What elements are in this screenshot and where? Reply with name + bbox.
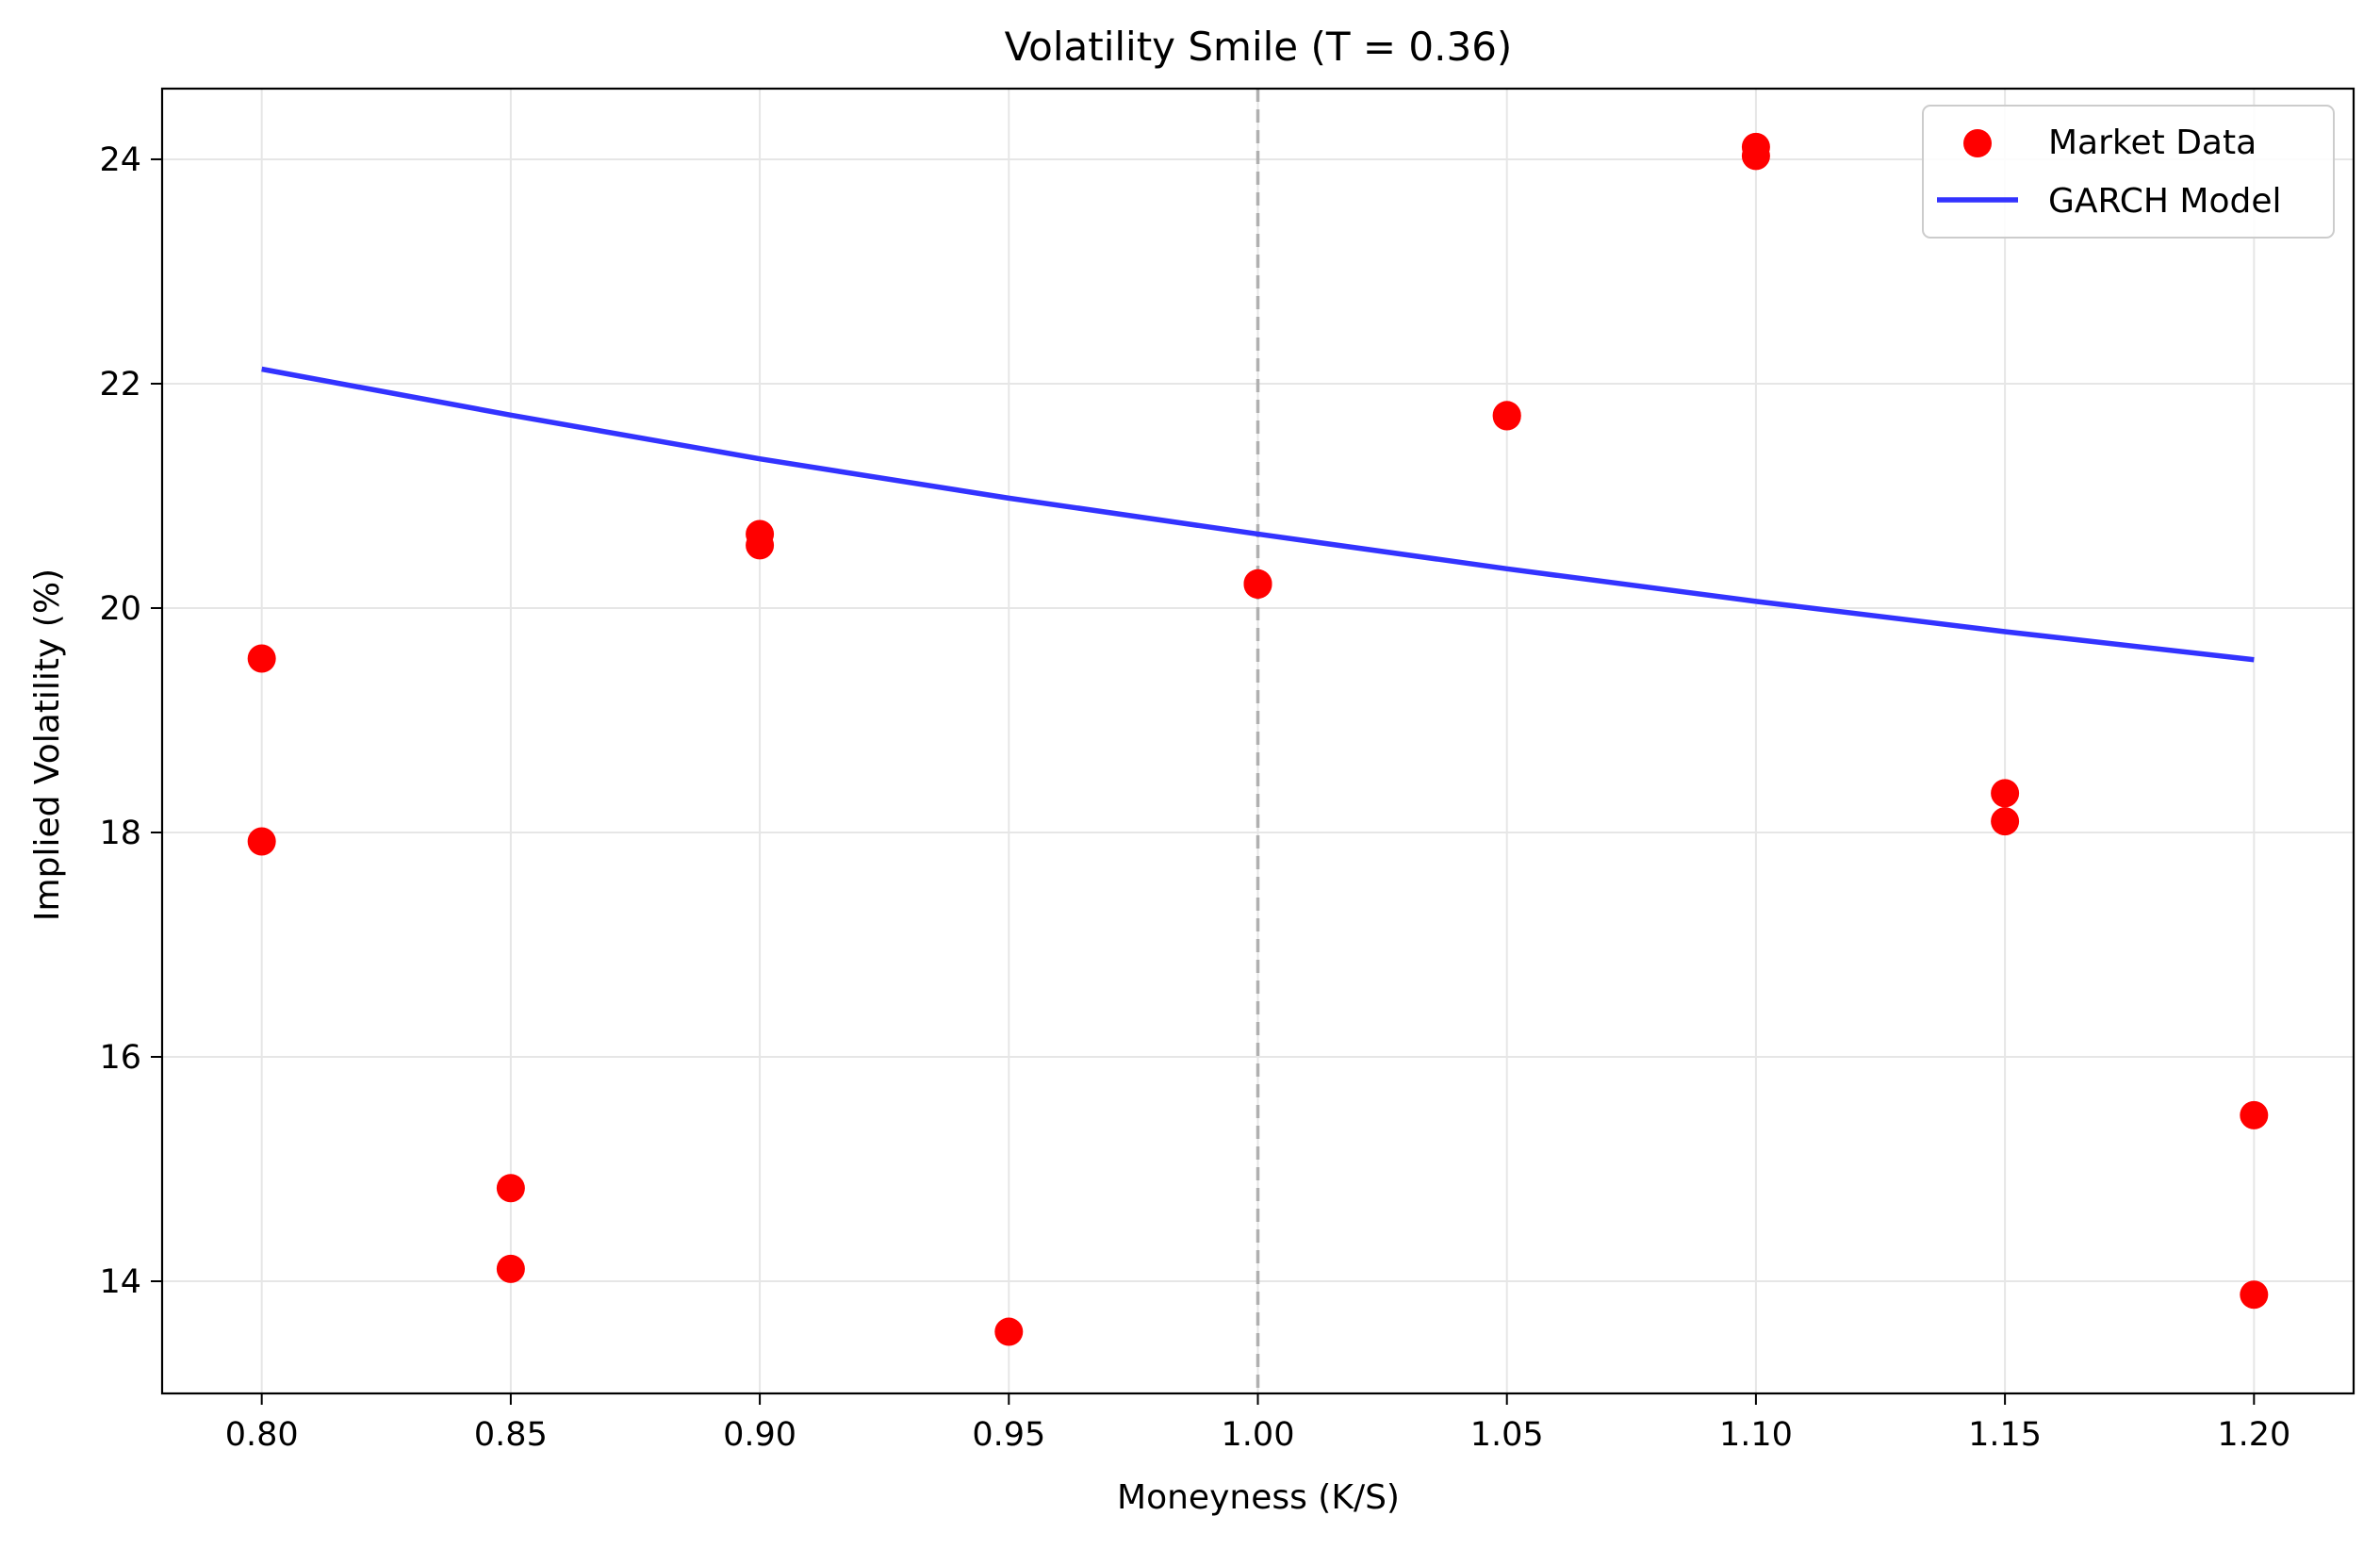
chart-title: Volatility Smile (T = 0.36) xyxy=(1005,24,1513,70)
market-data-point xyxy=(2240,1100,2269,1129)
series-group xyxy=(247,132,2269,1346)
y-tick-label: 20 xyxy=(99,590,141,628)
axis-ticks: 0.80 0.85 0.90 0.95 1.00 1.05 1.10 1.15 1.20 14 16… xyxy=(99,141,2290,1454)
y-tick-label: 14 xyxy=(99,1263,141,1301)
market-data-point xyxy=(1991,779,2020,808)
market-data-point xyxy=(2240,1280,2269,1310)
x-tick-label: 1.10 xyxy=(1719,1416,1793,1454)
market-data-point xyxy=(1741,141,1770,171)
y-tick-label: 22 xyxy=(99,366,141,404)
market-data-point xyxy=(994,1317,1024,1346)
y-tick-label: 18 xyxy=(99,815,141,852)
x-axis-label: Moneyness (K/S) xyxy=(1117,1478,1400,1517)
x-tick-label: 0.80 xyxy=(225,1416,299,1454)
market-data-point xyxy=(746,531,775,560)
x-tick-label: 1.05 xyxy=(1470,1416,1544,1454)
series-line-garch-model xyxy=(261,366,2255,663)
x-tick-label: 0.85 xyxy=(474,1416,548,1454)
y-tick-label: 16 xyxy=(99,1039,141,1077)
market-data-point xyxy=(1492,402,1521,431)
x-tick-label: 1.00 xyxy=(1222,1416,1295,1454)
y-tick-label: 24 xyxy=(99,141,141,179)
market-data-point xyxy=(496,1174,525,1203)
legend-label-market-data: Market Data xyxy=(2048,124,2257,162)
x-tick-label: 1.20 xyxy=(2217,1416,2290,1454)
x-tick-label: 0.95 xyxy=(972,1416,1045,1454)
market-data-point xyxy=(1991,807,2020,836)
x-tick-label: 0.90 xyxy=(723,1416,796,1454)
market-data-point xyxy=(1243,569,1272,599)
legend-marker-market-data xyxy=(1963,129,1992,157)
market-data-point xyxy=(496,1254,525,1283)
legend-label-garch-model: GARCH Model xyxy=(2048,182,2281,221)
market-data-point xyxy=(247,827,276,856)
legend-frame xyxy=(1922,105,2335,239)
x-tick-label: 1.15 xyxy=(1968,1416,2042,1454)
y-axis-label: Implied Volatility (%) xyxy=(28,569,67,921)
legend: Market Data GARCH Model xyxy=(1922,105,2335,239)
market-data-point xyxy=(247,644,276,673)
